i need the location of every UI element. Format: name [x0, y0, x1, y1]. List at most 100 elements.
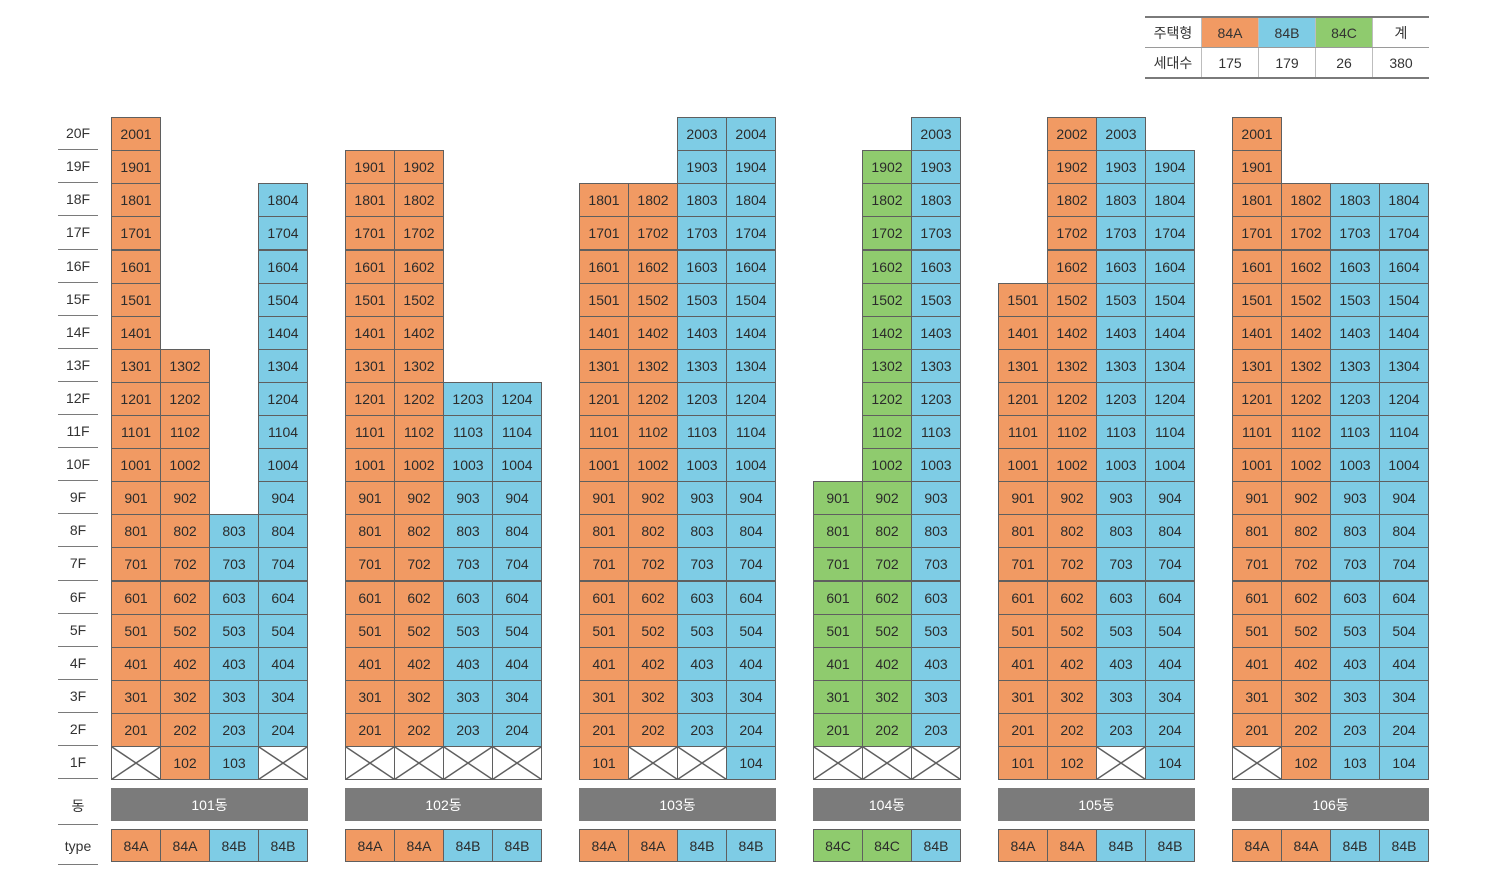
unit-cell-106-303: 303	[1330, 679, 1380, 714]
axis-divider	[58, 546, 98, 548]
cross-mark-icon	[493, 747, 541, 779]
unit-cell-106-602: 602	[1281, 580, 1331, 615]
legend-header-label: 주택형	[1145, 16, 1202, 48]
unit-cell-101-304: 304	[258, 679, 308, 714]
unit-cell-102-1502: 1502	[394, 282, 444, 317]
unit-cell-105-1103: 1103	[1096, 415, 1146, 450]
unit-cell-102-602: 602	[394, 580, 444, 615]
unit-cell-103-202: 202	[628, 712, 678, 747]
unit-cell-103-203: 203	[677, 712, 727, 747]
unit-cell-103-502: 502	[628, 613, 678, 648]
unit-cell-106-1302: 1302	[1281, 348, 1331, 383]
unit-cell-101-1404: 1404	[258, 315, 308, 350]
type-cell-101-line3: 84B	[209, 829, 259, 862]
unit-cell-102-1301: 1301	[345, 348, 395, 383]
unit-cell-101-1004: 1004	[258, 448, 308, 483]
axis-divider	[58, 579, 98, 581]
unit-cell-103-301: 301	[579, 679, 629, 714]
unit-cell-106-1801: 1801	[1232, 183, 1282, 218]
unit-cell-102-1601: 1601	[345, 249, 395, 284]
unit-cell-101-901: 901	[111, 481, 161, 516]
unit-cell-105-1702: 1702	[1047, 216, 1097, 251]
unit-cell-105-403: 403	[1096, 646, 1146, 681]
unit-cell-101-103: 103	[209, 746, 259, 781]
unit-cell-103-903: 903	[677, 481, 727, 516]
unit-cell-105-604: 604	[1145, 580, 1195, 615]
unit-cell-101-1204: 1204	[258, 381, 308, 416]
unit-cell-106-1404: 1404	[1379, 315, 1429, 350]
unit-cell-103-302: 302	[628, 679, 678, 714]
unit-cell-101-401: 401	[111, 646, 161, 681]
cross-mark-icon	[346, 747, 394, 779]
unit-cell-101-1304: 1304	[258, 348, 308, 383]
type-cell-102-line2: 84A	[394, 829, 444, 862]
floor-label-19f: 19F	[65, 158, 91, 175]
cross-mark-icon	[1097, 747, 1145, 779]
legend-header-84a: 84A	[1201, 16, 1259, 48]
type-cell-103-line1: 84A	[579, 829, 629, 862]
unit-cell-106-1603: 1603	[1330, 249, 1380, 284]
unit-cell-105-1303: 1303	[1096, 348, 1146, 383]
unit-cell-102-1901: 1901	[345, 150, 395, 185]
unit-cell-104-1003: 1003	[911, 448, 961, 483]
unit-cell-102-604: 604	[492, 580, 542, 615]
unit-cell-105-503: 503	[1096, 613, 1146, 648]
unit-cell-106-304: 304	[1379, 679, 1429, 714]
unit-cell-105-1502: 1502	[1047, 282, 1097, 317]
unit-cell-104-1603: 1603	[911, 249, 961, 284]
unit-cell-105-703: 703	[1096, 547, 1146, 582]
unit-cell-102-401: 401	[345, 646, 395, 681]
unit-cell-106-1803: 1803	[1330, 183, 1380, 218]
unit-cell-103-804: 804	[726, 514, 776, 549]
unit-cell-103-1803: 1803	[677, 183, 727, 218]
unit-cell-103-904: 904	[726, 481, 776, 516]
unit-cell-104-602: 602	[862, 580, 912, 615]
unit-cell-104-201: 201	[813, 712, 863, 747]
unit-cell-101-902: 902	[160, 481, 210, 516]
unit-cell-101-302: 302	[160, 679, 210, 714]
cross-mark-icon	[863, 747, 911, 779]
unit-cell-104-1403: 1403	[911, 315, 961, 350]
non-residential-cell	[443, 746, 493, 781]
unit-cell-101-301: 301	[111, 679, 161, 714]
unit-cell-105-2003: 2003	[1096, 117, 1146, 152]
unit-cell-106-1703: 1703	[1330, 216, 1380, 251]
unit-cell-101-904: 904	[258, 481, 308, 516]
unit-cell-106-1001: 1001	[1232, 448, 1282, 483]
floor-label-11f: 11F	[66, 423, 90, 439]
unit-cell-106-701: 701	[1232, 547, 1282, 582]
unit-cell-105-1104: 1104	[1145, 415, 1195, 450]
unit-cell-106-1502: 1502	[1281, 282, 1331, 317]
unit-cell-105-1203: 1203	[1096, 381, 1146, 416]
unit-cell-105-702: 702	[1047, 547, 1097, 582]
unit-cell-105-1504: 1504	[1145, 282, 1195, 317]
unit-cell-105-204: 204	[1145, 712, 1195, 747]
unit-cell-106-1802: 1802	[1281, 183, 1331, 218]
unit-cell-102-903: 903	[443, 481, 493, 516]
unit-cell-103-1602: 1602	[628, 249, 678, 284]
unit-cell-104-1503: 1503	[911, 282, 961, 317]
unit-cell-106-703: 703	[1330, 547, 1380, 582]
unit-cell-106-1702: 1702	[1281, 216, 1331, 251]
non-residential-cell	[911, 746, 961, 781]
unit-cell-105-1803: 1803	[1096, 183, 1146, 218]
unit-cell-105-1903: 1903	[1096, 150, 1146, 185]
unit-cell-104-1803: 1803	[911, 183, 961, 218]
type-cell-106-line4: 84B	[1379, 829, 1429, 862]
unit-cell-106-1203: 1203	[1330, 381, 1380, 416]
unit-cell-102-1201: 1201	[345, 381, 395, 416]
type-cell-103-line4: 84B	[726, 829, 776, 862]
axis-divider	[58, 149, 98, 151]
floor-label-2f: 2F	[69, 720, 87, 737]
type-cell-101-line4: 84B	[258, 829, 308, 862]
cross-mark-icon	[629, 747, 677, 779]
unit-cell-102-1102: 1102	[394, 415, 444, 450]
unit-cell-106-1503: 1503	[1330, 282, 1380, 317]
unit-cell-106-804: 804	[1379, 514, 1429, 549]
cross-mark-icon	[112, 747, 160, 779]
unit-cell-106-1204: 1204	[1379, 381, 1429, 416]
unit-cell-106-1304: 1304	[1379, 348, 1429, 383]
floor-label-4f: 4F	[69, 654, 87, 671]
unit-cell-103-1403: 1403	[677, 315, 727, 350]
